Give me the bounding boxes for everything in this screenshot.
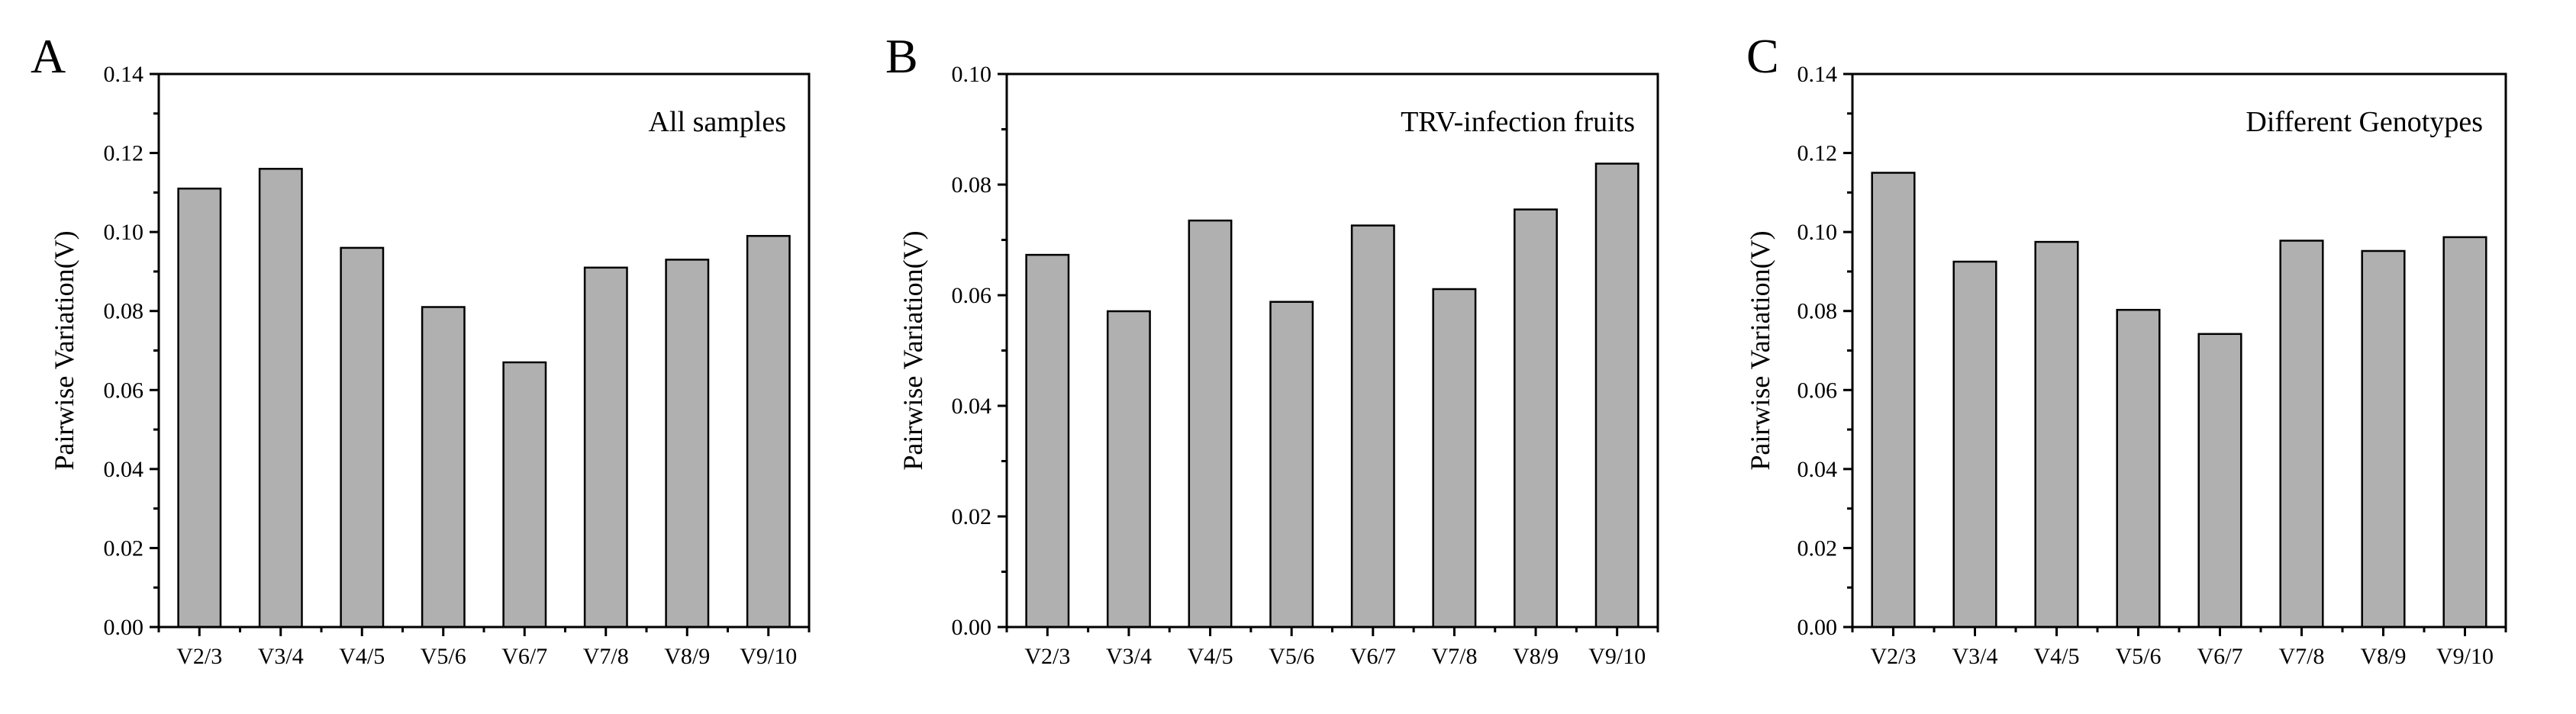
y-tick-label: 0.08 xyxy=(952,172,992,198)
bar-v2-3 xyxy=(177,187,222,629)
y-tick-label: 0.02 xyxy=(104,536,144,561)
x-tick-label: V3/4 xyxy=(258,644,304,669)
y-axis-title: Pairwise Variation(V) xyxy=(898,230,928,470)
y-tick-label: 0.10 xyxy=(952,62,992,87)
x-tick-label: V7/8 xyxy=(1431,644,1477,669)
x-tick-label: V7/8 xyxy=(583,644,629,669)
bar-v9-10 xyxy=(2442,236,2487,629)
bar-v4-5 xyxy=(340,246,385,629)
plot-frame xyxy=(157,72,811,629)
bar-v4-5 xyxy=(1188,219,1233,629)
y-tick-label: 0.06 xyxy=(104,378,144,403)
bar-v3-4 xyxy=(258,168,303,629)
x-tick-label: V7/8 xyxy=(2279,644,2325,669)
y-tick-label: 0.00 xyxy=(952,615,992,640)
bar-v8-9 xyxy=(1514,208,1558,629)
plot-frame xyxy=(1005,72,1659,629)
panel-letter: C xyxy=(1746,29,1779,83)
y-tick-label: 0.08 xyxy=(1797,299,1838,324)
x-tick-label: V9/10 xyxy=(740,644,797,669)
x-tick-label: V9/10 xyxy=(2436,644,2494,669)
chart-panel-b: B 0.00 0.02 0.04 0.06 0.08 0.10 V2/3 V3/4 V4/5 V5/… xyxy=(885,29,1659,669)
bar-v5-6 xyxy=(1269,301,1314,629)
y-tick-label: 0.06 xyxy=(952,283,992,308)
y-axis-title: Pairwise Variation(V) xyxy=(49,230,79,470)
bar-v6-7 xyxy=(2197,333,2242,629)
bar-v4-5 xyxy=(2034,240,2079,629)
bar-v7-8 xyxy=(583,266,628,629)
x-tick-label: V6/7 xyxy=(1350,644,1396,669)
chart-title: TRV-infection fruits xyxy=(1401,106,1635,138)
x-tick-label: V2/3 xyxy=(1024,644,1070,669)
x-tick-label: V2/3 xyxy=(176,644,222,669)
bar-v2-3 xyxy=(1871,172,1916,629)
x-tick-label: V3/4 xyxy=(1106,644,1152,669)
y-tick-label: 0.02 xyxy=(952,504,992,529)
y-axis-title: Pairwise Variation(V) xyxy=(1745,230,1775,470)
plot-frame xyxy=(1851,72,2507,629)
x-tick-label: V4/5 xyxy=(339,644,385,669)
x-tick-label: V8/9 xyxy=(664,644,710,669)
y-tick-label: 0.12 xyxy=(104,141,144,166)
y-tick-label: 0.14 xyxy=(1797,62,1838,87)
x-tick-label: V4/5 xyxy=(2034,644,2080,669)
chart-panel-a: A 0.00 0.02 0.04 0.06 0.08 0.10 0.12 0.14 V2/3 V3/… xyxy=(31,29,811,669)
y-tick-label: 0.02 xyxy=(1797,536,1838,561)
x-tick-label: V3/4 xyxy=(1952,644,1998,669)
y-tick-label: 0.00 xyxy=(1797,615,1838,640)
bar-v5-6 xyxy=(2116,308,2161,629)
y-tick-label: 0.06 xyxy=(1797,378,1838,403)
y-tick-label: 0.04 xyxy=(1797,457,1838,482)
bar-v7-8 xyxy=(1432,288,1477,629)
bar-v2-3 xyxy=(1025,253,1070,629)
y-tick-label: 0.10 xyxy=(104,220,144,245)
bar-v6-7 xyxy=(1350,224,1395,629)
bar-v6-7 xyxy=(502,361,547,629)
bar-v3-4 xyxy=(1106,310,1151,629)
bar-v8-9 xyxy=(2361,249,2406,629)
x-tick-label: V5/6 xyxy=(2116,644,2162,669)
x-tick-label: V8/9 xyxy=(2361,644,2407,669)
x-tick-label: V6/7 xyxy=(501,644,547,669)
x-tick-label: V9/10 xyxy=(1588,644,1646,669)
x-tick-label: V2/3 xyxy=(1871,644,1917,669)
y-tick-label: 0.00 xyxy=(104,615,144,640)
y-tick-label: 0.04 xyxy=(952,394,992,419)
x-tick-label: V5/6 xyxy=(421,644,466,669)
bar-v9-10 xyxy=(746,235,791,629)
bar-v7-8 xyxy=(2279,240,2324,629)
bar-v8-9 xyxy=(665,259,710,629)
bar-v3-4 xyxy=(1952,260,1997,629)
x-tick-label: V6/7 xyxy=(2197,644,2243,669)
y-tick-label: 0.14 xyxy=(104,62,144,87)
chart-panel-c: C 0.00 0.02 0.04 0.06 0.08 0.10 0.12 0.14 V2/3 V3/… xyxy=(1745,29,2507,669)
x-tick-label: V4/5 xyxy=(1188,644,1233,669)
y-tick-label: 0.08 xyxy=(104,299,144,324)
y-tick-label: 0.10 xyxy=(1797,220,1838,245)
y-tick-label: 0.04 xyxy=(104,457,144,482)
bar-v5-6 xyxy=(421,306,466,629)
x-tick-label: V8/9 xyxy=(1513,644,1559,669)
x-tick-label: V5/6 xyxy=(1269,644,1314,669)
panel-letter: A xyxy=(31,29,66,83)
bar-v9-10 xyxy=(1594,162,1639,629)
chart-title: All samples xyxy=(649,106,786,138)
panel-letter: B xyxy=(885,29,918,83)
chart-title: Different Genotypes xyxy=(2246,106,2483,138)
y-tick-label: 0.12 xyxy=(1797,141,1838,166)
